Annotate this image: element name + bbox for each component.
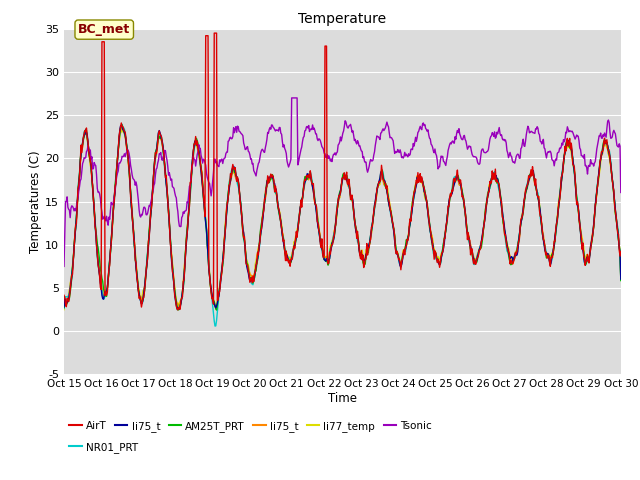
X-axis label: Time: Time [328, 392, 357, 405]
Text: BC_met: BC_met [78, 23, 131, 36]
Title: Temperature: Temperature [298, 12, 387, 26]
Legend: NR01_PRT: NR01_PRT [69, 442, 138, 453]
Y-axis label: Temperatures (C): Temperatures (C) [29, 150, 42, 253]
